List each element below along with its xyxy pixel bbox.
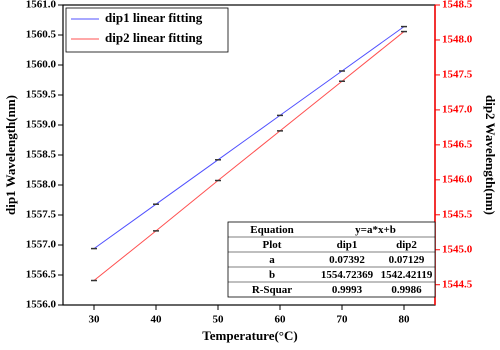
table-cell: y=a*x+b: [355, 224, 396, 236]
y2-tick-label: 1544.5: [442, 278, 473, 290]
y-tick-label: 1560.0: [26, 59, 57, 71]
table-cell: dip2: [396, 239, 417, 251]
table-cell: 1542.42119: [381, 269, 433, 281]
table-bg: [227, 221, 436, 298]
y2-tick-label: 1548.0: [442, 33, 473, 45]
x-tick-label: 50: [213, 314, 225, 326]
legend-box: [65, 7, 229, 53]
table-cell: 0.9993: [332, 284, 363, 296]
x-tick-label: 40: [151, 314, 163, 326]
x-tick-label: 70: [337, 314, 349, 326]
x-axis-label: Temperature(°C): [202, 328, 297, 343]
x-tick-label: 30: [89, 314, 101, 326]
y-tick-label: 1557.0: [26, 239, 57, 251]
y-tick-label: 1558.0: [26, 179, 57, 191]
y-tick-label: 1558.5: [26, 149, 57, 161]
y-tick-label: 1556.5: [26, 269, 57, 281]
x-tick-label: 60: [275, 314, 287, 326]
table-cell: Equation: [250, 224, 293, 236]
table-cell: a: [269, 254, 275, 266]
y-axis-label: dip1 Wavelength(nm): [3, 95, 18, 215]
table-cell: dip1: [337, 239, 358, 251]
y-tick-label: 1559.5: [26, 89, 57, 101]
table-cell: 0.07129: [389, 254, 425, 266]
y2-tick-label: 1547.0: [442, 103, 473, 115]
y2-tick-label: 1547.5: [442, 68, 473, 80]
y-tick-label: 1560.5: [26, 29, 57, 41]
y2-tick-label: 1546.0: [442, 173, 473, 185]
table-cell: 0.07392: [329, 254, 365, 266]
legend-label: dip2 linear fitting: [105, 30, 203, 45]
y2-tick-label: 1546.5: [442, 138, 473, 150]
legend-label: dip1 linear fitting: [105, 10, 203, 25]
y2-tick-label: 1548.5: [442, 0, 473, 11]
y-tick-label: 1556.0: [26, 299, 57, 311]
series-line: [93, 31, 405, 281]
table-cell: Plot: [263, 239, 282, 251]
table-cell: 1554.72369: [321, 269, 374, 281]
y2-tick-label: 1545.5: [442, 208, 473, 220]
y2-tick-label: 1545.0: [442, 243, 473, 255]
x-tick-label: 80: [399, 314, 411, 326]
y-tick-label: 1561.0: [26, 0, 57, 11]
y2-axis-label: dip2 Wavelength(nm): [483, 95, 498, 215]
y-tick-label: 1559.0: [26, 119, 57, 131]
series-line: [93, 26, 405, 250]
table-cell: 0.9986: [391, 284, 422, 296]
y-tick-label: 1557.5: [26, 209, 57, 221]
table-cell: b: [269, 269, 275, 281]
table-cell: R-Squar: [252, 284, 292, 296]
